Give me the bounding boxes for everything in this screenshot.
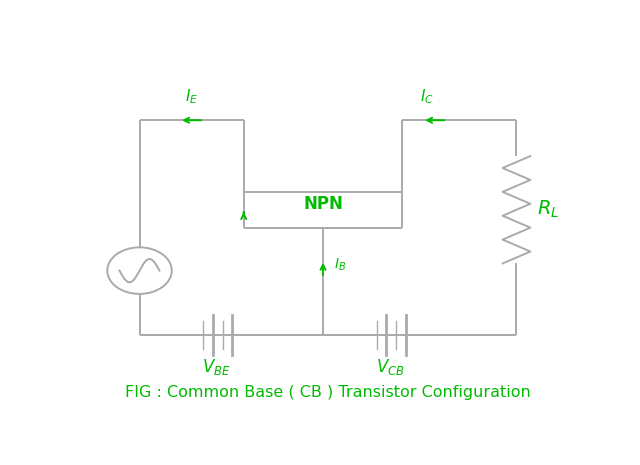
Text: $I_C$: $I_C$ <box>420 87 434 106</box>
Text: $I_B$: $I_B$ <box>334 257 346 273</box>
Text: $V_{CB}$: $V_{CB}$ <box>376 357 404 377</box>
Text: $R_L$: $R_L$ <box>538 199 559 220</box>
Text: NPN: NPN <box>303 195 343 213</box>
Text: $I_E$: $I_E$ <box>185 87 198 106</box>
Text: FIG : Common Base ( CB ) Transistor Configuration: FIG : Common Base ( CB ) Transistor Conf… <box>125 385 531 399</box>
Text: $V_{BE}$: $V_{BE}$ <box>202 357 231 377</box>
